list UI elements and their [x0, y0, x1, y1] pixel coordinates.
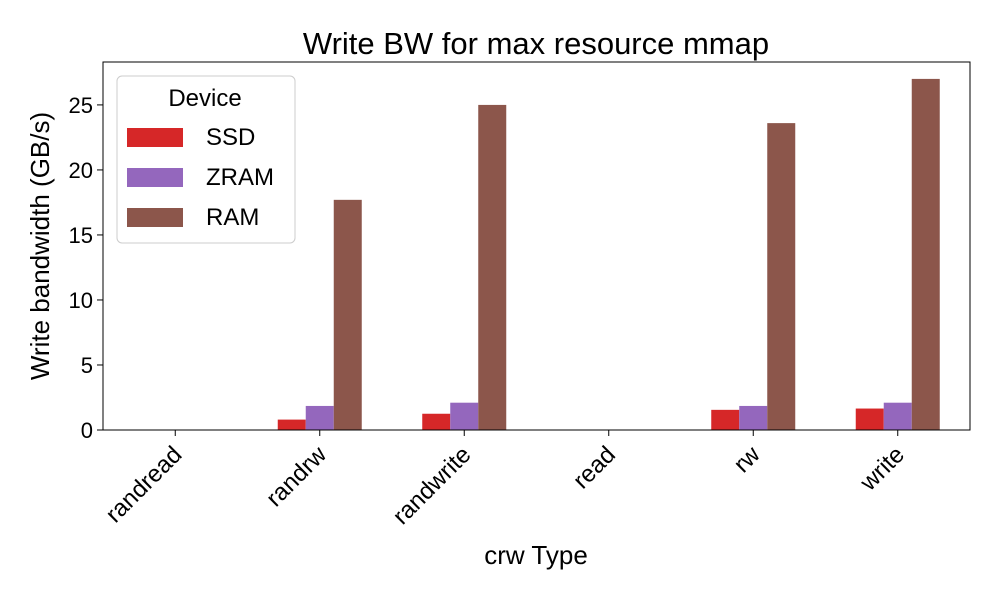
y-tick-label: 25 [69, 93, 93, 118]
bar-ssd-randwrite [422, 413, 451, 430]
legend-title: Device [168, 85, 241, 112]
legend: Device SSD ZRAM RAM [116, 75, 296, 244]
y-tick-label: 5 [81, 353, 93, 378]
bar-zram-randwrite [450, 402, 479, 430]
bar-ssd-randrw [277, 419, 306, 430]
y-tick-label: 20 [69, 158, 93, 183]
x-tick-label: randread [100, 441, 187, 528]
bar-ram-rw [767, 123, 796, 430]
bar-ssd-write [855, 408, 884, 430]
bar-ssd-rw [711, 409, 740, 430]
bar-zram-rw [739, 405, 768, 430]
x-tick-label: read [568, 441, 621, 494]
bar-ram-write [911, 78, 940, 430]
y-tick-label: 15 [69, 223, 93, 248]
x-tick-label: rw [728, 441, 765, 478]
x-axis-label: crw Type [484, 540, 588, 570]
legend-label-ssd: SSD [206, 124, 255, 151]
x-tick-label: write [854, 441, 910, 497]
legend-box [116, 75, 296, 244]
chart-title: Write BW for max resource mmap [303, 26, 769, 61]
y-tick-label: 0 [81, 418, 93, 443]
legend-swatch-ssd [127, 128, 183, 147]
bar-ram-randrw [333, 199, 362, 430]
y-axis-label: Write bandwidth (GB/s) [25, 112, 55, 380]
legend-label-zram: ZRAM [206, 164, 274, 191]
legend-label-ram: RAM [206, 204, 259, 231]
x-tick-label: randrw [261, 441, 332, 512]
legend-swatch-ram [127, 208, 183, 227]
bar-zram-randrw [305, 405, 334, 430]
y-tick-label: 10 [69, 288, 93, 313]
bars-layer [277, 78, 940, 431]
x-tick-label: randwrite [388, 441, 477, 530]
legend-swatch-zram [127, 168, 183, 187]
plot-frame [102, 61, 971, 431]
bar-ram-randwrite [478, 104, 507, 431]
bar-zram-write [883, 402, 912, 430]
